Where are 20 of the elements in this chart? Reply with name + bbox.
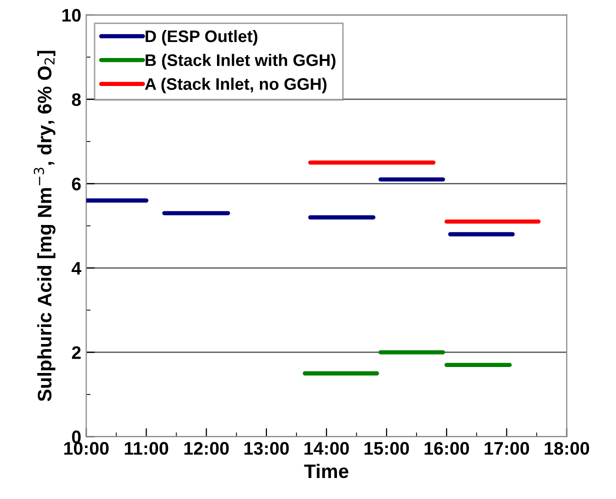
legend-label: D (ESP Outlet) (146, 30, 258, 46)
x-tick-label: 17:00 (484, 442, 530, 455)
legend-label: A (Stack Inlet, no GGH) (144, 78, 326, 94)
y-tick-label: 6 (72, 178, 81, 190)
x-tick-label: 13:00 (244, 442, 289, 455)
legend-label: B (Stack Inlet with GGH) (146, 54, 336, 70)
x-tick-label: 12:00 (184, 442, 229, 455)
y-tick-label: 2 (72, 346, 81, 359)
x-tick-label: 11:00 (124, 442, 168, 455)
x-tick-label: 15:00 (364, 442, 409, 455)
y-tick-label: 0 (72, 430, 81, 444)
y-tick-label: 10 (62, 8, 81, 22)
x-tick-label: 10:00 (64, 442, 109, 455)
y-tick-label: 8 (72, 93, 81, 106)
x-tick-label: 14:00 (304, 442, 349, 455)
y-axis-title: Sulphuric Acid [mg Nm$^{−3}$, dry, 6% O$_{2}$] (34, 50, 56, 402)
x-tick-label: 16:00 (424, 442, 469, 455)
x-axis-title: Time (304, 464, 348, 478)
y-tick-label: 4 (72, 262, 82, 275)
x-tick-label: 18:00 (544, 442, 590, 455)
